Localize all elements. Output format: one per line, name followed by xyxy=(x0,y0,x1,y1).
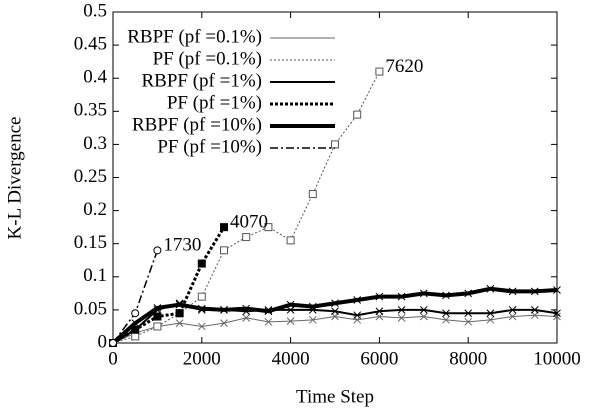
x-tick-label: 4000 xyxy=(272,348,310,369)
marker xyxy=(153,246,162,255)
marker xyxy=(464,289,473,298)
marker xyxy=(286,317,295,326)
marker xyxy=(530,287,539,296)
marker xyxy=(530,306,539,314)
marker xyxy=(220,246,228,255)
marker xyxy=(442,315,450,324)
marker xyxy=(397,306,406,314)
marker xyxy=(131,325,140,334)
marker xyxy=(486,309,495,318)
marker xyxy=(308,302,317,311)
marker xyxy=(197,304,206,313)
marker xyxy=(553,286,561,294)
legend-label: PF (pf =1%) xyxy=(167,92,262,113)
marker xyxy=(353,296,362,304)
marker xyxy=(109,339,117,347)
y-tick-label: 0.25 xyxy=(74,166,107,187)
marker xyxy=(419,306,428,314)
y-tick-label: 0.5 xyxy=(83,0,107,21)
marker xyxy=(375,292,384,301)
marker xyxy=(308,190,317,199)
marker xyxy=(242,313,251,322)
legend-label: RBPF (pf =0.1%) xyxy=(127,26,262,47)
annotation: 4070 xyxy=(230,212,268,233)
y-tick-label: 0.4 xyxy=(83,67,107,88)
marker xyxy=(197,322,206,331)
marker xyxy=(197,259,206,268)
marker xyxy=(264,223,273,232)
marker xyxy=(508,306,517,314)
marker xyxy=(220,223,228,232)
x-tick-label: 0 xyxy=(108,348,118,369)
marker xyxy=(242,233,251,242)
marker xyxy=(331,299,339,308)
y-axis-label: K-L Divergence xyxy=(4,117,25,240)
marker xyxy=(353,311,362,320)
marker xyxy=(131,319,140,327)
marker xyxy=(375,307,384,316)
marker xyxy=(375,67,384,76)
marker xyxy=(397,313,406,322)
x-axis-label: Time Step xyxy=(296,386,374,407)
marker xyxy=(264,317,273,326)
y-tick-label: 0.3 xyxy=(83,133,107,154)
marker xyxy=(131,332,140,341)
marker xyxy=(419,289,428,298)
marker xyxy=(464,309,473,318)
legend-label: PF (pf =0.1%) xyxy=(153,48,262,69)
y-tick-label: 0.1 xyxy=(83,265,107,286)
marker xyxy=(175,319,184,327)
y-tick-label: 0.2 xyxy=(83,199,107,220)
marker xyxy=(486,284,495,293)
marker xyxy=(353,110,362,119)
y-tick-label: 0.05 xyxy=(74,298,107,319)
marker xyxy=(131,309,140,318)
y-tick-label: 0.45 xyxy=(74,33,107,54)
legend-label: RBPF (pf =10%) xyxy=(132,114,262,135)
marker xyxy=(153,312,162,321)
marker xyxy=(553,312,561,321)
marker xyxy=(442,291,450,300)
marker xyxy=(264,307,273,316)
legend-label: PF (pf =10%) xyxy=(157,136,262,157)
marker xyxy=(286,236,295,245)
marker xyxy=(486,315,495,324)
marker xyxy=(175,300,184,309)
y-tick-label: 0.15 xyxy=(74,232,107,253)
y-tick-label: 0 xyxy=(98,331,108,352)
annotation: 1730 xyxy=(163,235,201,256)
y-tick-label: 0.35 xyxy=(74,100,107,121)
marker xyxy=(397,292,406,301)
marker xyxy=(508,312,517,321)
marker xyxy=(553,309,561,318)
marker xyxy=(242,304,251,313)
marker xyxy=(331,140,339,149)
marker xyxy=(419,312,428,321)
marker xyxy=(286,300,295,309)
marker xyxy=(308,315,317,324)
x-tick-label: 10000 xyxy=(533,348,581,369)
marker xyxy=(197,292,206,301)
marker xyxy=(175,309,184,318)
marker xyxy=(153,322,162,331)
marker xyxy=(153,304,162,312)
annotation: 7620 xyxy=(385,56,423,77)
marker xyxy=(464,317,473,326)
marker xyxy=(220,319,228,327)
marker xyxy=(442,309,450,318)
x-tick-label: 8000 xyxy=(449,348,487,369)
marker xyxy=(331,307,339,316)
x-tick-label: 6000 xyxy=(360,348,398,369)
marker xyxy=(220,306,228,314)
marker xyxy=(508,287,517,296)
legend-label: RBPF (pf =1%) xyxy=(141,70,262,91)
x-tick-label: 2000 xyxy=(183,348,221,369)
